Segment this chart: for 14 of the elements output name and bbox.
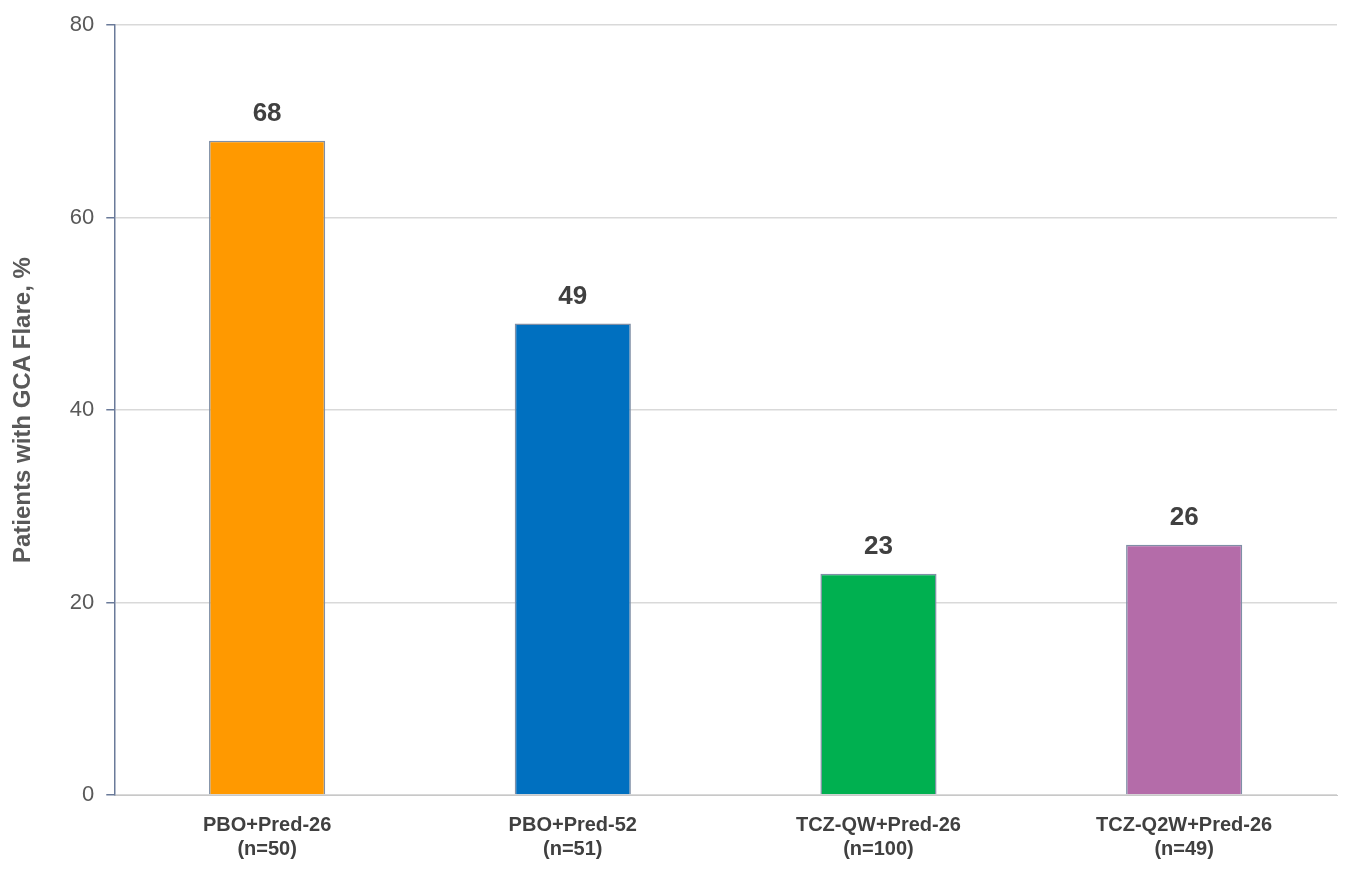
data-label: 68 [252,96,282,127]
x-tick-label: TCZ-QW+Pred-26 (n=100) [795,812,961,859]
data-label: 23 [864,529,893,560]
y-tick-label: 80 [69,11,95,37]
y-tick-label: 0 [82,781,95,807]
x-tick-label: PBO+Pred-26 (n=50) [202,812,332,859]
data-label: 49 [558,279,588,310]
y-tick-label: 60 [69,203,95,229]
y-tick-label: 40 [69,396,95,422]
y-axis-title: Patients with GCA Flare, % [8,257,36,564]
data-label: 26 [1169,500,1199,531]
y-tick-label: 20 [69,588,95,614]
x-tick-label: TCZ-Q2W+Pred-26 (n=49) [1096,812,1273,859]
x-tick-label: PBO+Pred-52 (n=51) [508,812,637,859]
